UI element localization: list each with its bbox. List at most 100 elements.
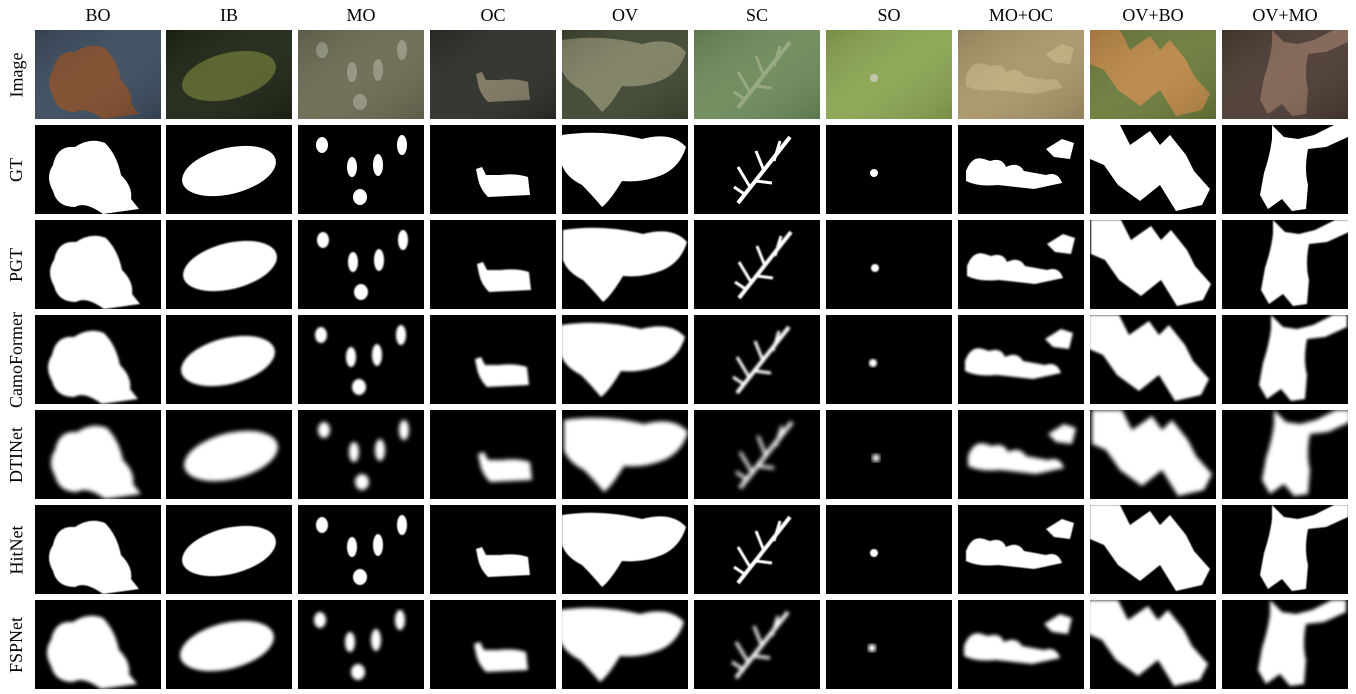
segmentation-mask [35, 125, 161, 214]
image-thumbnail-graphic [430, 30, 556, 119]
segmentation-mask [298, 315, 424, 404]
row-header-label: HitNet [6, 525, 26, 574]
segmentation-mask [1090, 315, 1216, 404]
segmentation-mask [958, 505, 1084, 594]
mask-graphic [166, 220, 292, 309]
mask-graphic [298, 125, 424, 214]
input-image-thumbnail [35, 30, 161, 119]
mask-graphic [430, 220, 556, 309]
mask-graphic [430, 125, 556, 214]
segmentation-mask [166, 220, 292, 309]
mask-graphic [298, 600, 424, 689]
mask-graphic [826, 315, 952, 404]
segmentation-mask [562, 505, 688, 594]
row-header-label: PGT [6, 247, 27, 282]
column-header: SO [877, 5, 901, 25]
segmentation-mask [1090, 410, 1216, 499]
row-header-label: Image [6, 52, 27, 97]
input-image-thumbnail [430, 30, 556, 119]
mask-graphic [298, 505, 424, 594]
mask-graphic [694, 600, 820, 689]
segmentation-mask [1090, 125, 1216, 214]
segmentation-mask [430, 505, 556, 594]
input-image-thumbnail [958, 30, 1084, 119]
segmentation-mask [826, 125, 952, 214]
segmentation-mask [166, 410, 292, 499]
mask-graphic [1222, 315, 1348, 404]
row-header: GT [0, 125, 32, 214]
segmentation-mask [166, 125, 292, 214]
segmentation-mask [298, 600, 424, 689]
segmentation-mask [1222, 125, 1348, 214]
mask-graphic [826, 505, 952, 594]
input-image-thumbnail [298, 30, 424, 119]
mask-graphic [35, 220, 161, 309]
mask-graphic [958, 600, 1084, 689]
mask-graphic [298, 220, 424, 309]
segmentation-mask [35, 505, 161, 594]
segmentation-mask [826, 410, 952, 499]
segmentation-mask [1222, 315, 1348, 404]
segmentation-mask [694, 600, 820, 689]
segmentation-mask [430, 125, 556, 214]
mask-graphic [298, 410, 424, 499]
segmentation-mask [1222, 410, 1348, 499]
column-header: OV+MO [1252, 5, 1318, 25]
row-header: Image [0, 30, 32, 119]
segmentation-mask [958, 600, 1084, 689]
segmentation-mask [1222, 220, 1348, 309]
segmentation-mask [430, 600, 556, 689]
column-header: OC [480, 5, 506, 25]
mask-graphic [826, 600, 952, 689]
row-header: DTINet [0, 410, 32, 499]
segmentation-mask [430, 315, 556, 404]
segmentation-mask [694, 315, 820, 404]
mask-graphic [166, 410, 292, 499]
mask-graphic [694, 315, 820, 404]
row-header: CamoFormer [0, 312, 32, 408]
mask-graphic [1222, 125, 1348, 214]
segmentation-mask [826, 505, 952, 594]
mask-graphic [694, 125, 820, 214]
input-image-thumbnail [694, 30, 820, 119]
row-header: HitNet [0, 505, 32, 594]
segmentation-mask [298, 505, 424, 594]
input-image-thumbnail [826, 30, 952, 119]
mask-graphic [298, 315, 424, 404]
mask-graphic [166, 505, 292, 594]
segmentation-mask [826, 220, 952, 309]
mask-graphic [562, 410, 688, 499]
mask-graphic [694, 410, 820, 499]
image-thumbnail-graphic [35, 30, 161, 119]
mask-graphic [35, 600, 161, 689]
column-header: IB [220, 5, 238, 25]
mask-graphic [430, 410, 556, 499]
mask-graphic [958, 505, 1084, 594]
mask-graphic [826, 125, 952, 214]
mask-graphic [694, 505, 820, 594]
image-thumbnail-graphic [298, 30, 424, 119]
mask-graphic [1090, 315, 1216, 404]
row-header-label: GT [6, 157, 26, 182]
mask-graphic [826, 410, 952, 499]
mask-graphic [166, 315, 292, 404]
segmentation-mask [298, 125, 424, 214]
segmentation-mask [166, 315, 292, 404]
column-header: MO+OC [988, 5, 1054, 25]
mask-graphic [430, 315, 556, 404]
mask-graphic [562, 220, 688, 309]
mask-graphic [562, 600, 688, 689]
segmentation-mask [298, 220, 424, 309]
mask-graphic [1222, 410, 1348, 499]
segmentation-mask [430, 410, 556, 499]
mask-graphic [1222, 220, 1348, 309]
segmentation-mask [166, 505, 292, 594]
mask-graphic [958, 315, 1084, 404]
input-image-thumbnail [1222, 30, 1348, 119]
segmentation-mask [562, 125, 688, 214]
mask-graphic [1090, 125, 1216, 214]
mask-graphic [430, 505, 556, 594]
column-header: OV+BO [1122, 5, 1184, 25]
segmentation-mask [1090, 505, 1216, 594]
